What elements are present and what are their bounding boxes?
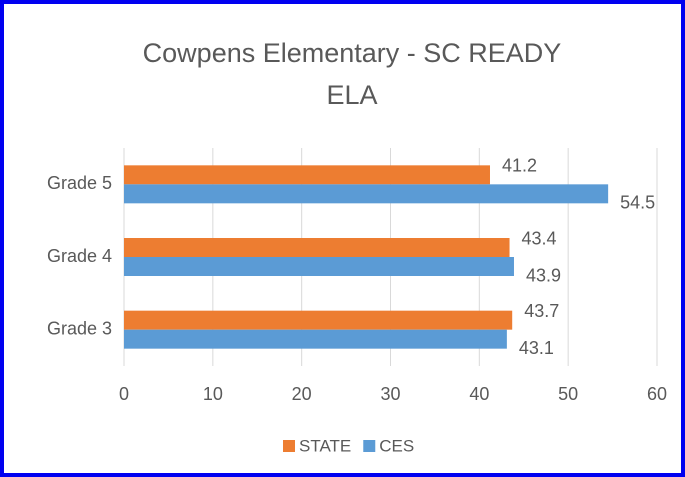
y-tick-label: Grade 4 — [47, 246, 112, 266]
chart-title: Cowpens Elementary - SC READY — [143, 38, 562, 68]
data-label: 43.7 — [524, 301, 559, 321]
bar — [124, 329, 507, 349]
data-label: 43.1 — [519, 338, 554, 358]
data-label: 54.5 — [620, 193, 655, 213]
x-tick-label: 60 — [647, 384, 667, 404]
x-tick-label: 0 — [119, 384, 129, 404]
legend-label: STATE — [299, 436, 351, 455]
legend-swatch — [283, 440, 295, 452]
legend-swatch — [363, 440, 376, 452]
y-tick-label: Grade 3 — [47, 318, 112, 338]
bar — [124, 310, 513, 330]
data-label: 43.9 — [526, 265, 561, 285]
x-tick-label: 20 — [292, 384, 312, 404]
x-tick-label: 30 — [380, 384, 400, 404]
data-label: 43.4 — [522, 228, 557, 248]
bar — [124, 184, 609, 204]
bar — [124, 257, 514, 276]
bar — [124, 165, 490, 185]
x-tick-label: 10 — [203, 384, 223, 404]
y-tick-label: Grade 5 — [47, 173, 112, 193]
legend-label: CES — [379, 436, 414, 455]
bar — [124, 238, 510, 257]
chart-title: ELA — [326, 80, 377, 110]
x-tick-label: 50 — [558, 384, 578, 404]
x-tick-label: 40 — [469, 384, 489, 404]
data-label: 41.2 — [502, 156, 537, 176]
